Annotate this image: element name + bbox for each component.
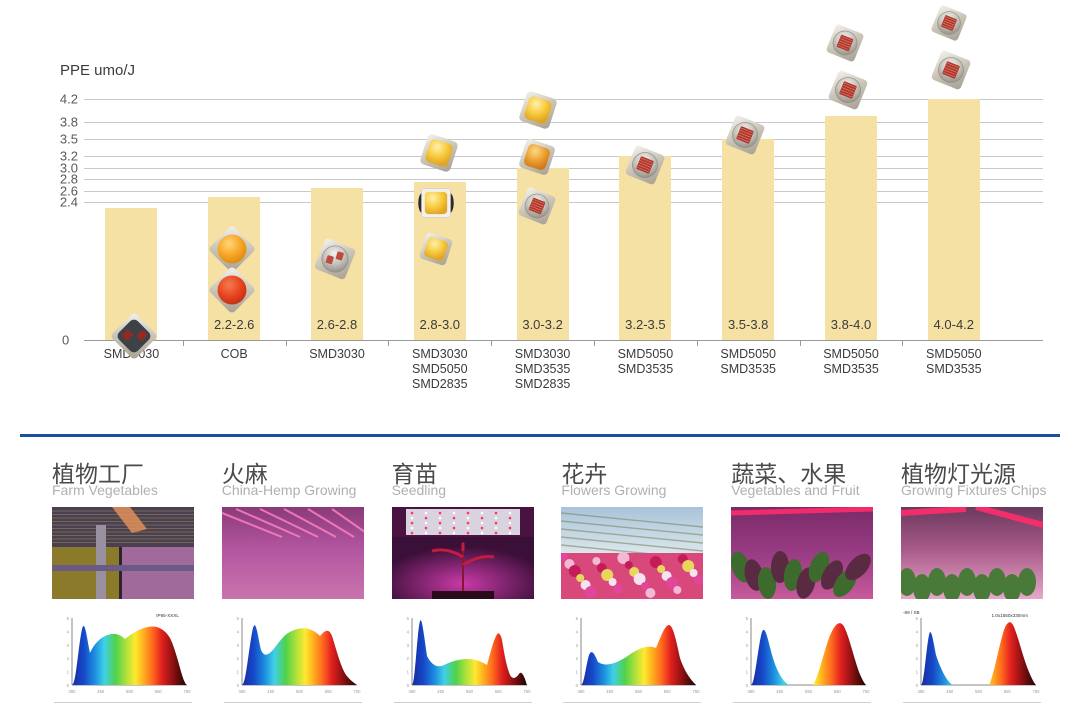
svg-text:750: 750 [523, 689, 531, 694]
svg-text:750: 750 [353, 689, 361, 694]
svg-text:380: 380 [408, 689, 416, 694]
svg-text:3: 3 [236, 643, 239, 648]
svg-text:4: 4 [916, 629, 919, 634]
svg-text:380: 380 [578, 689, 586, 694]
svg-text:3: 3 [67, 643, 70, 648]
svg-text:1: 1 [916, 670, 919, 675]
svg-text:5: 5 [406, 616, 409, 621]
svg-text:550: 550 [975, 689, 983, 694]
svg-text:450: 450 [776, 689, 784, 694]
svg-text:3: 3 [746, 643, 749, 648]
svg-text:750: 750 [863, 689, 871, 694]
svg-text:550: 550 [126, 689, 134, 694]
svg-text:2: 2 [67, 656, 70, 661]
svg-text:1: 1 [67, 670, 70, 675]
svg-text:5: 5 [236, 616, 239, 621]
svg-text:3: 3 [576, 643, 579, 648]
svg-text:1: 1 [576, 670, 579, 675]
svg-text:-89 / XB: -89 / XB [903, 610, 920, 615]
svg-text:650: 650 [494, 689, 502, 694]
svg-text:5: 5 [576, 616, 579, 621]
svg-text:450: 450 [97, 689, 105, 694]
svg-text:5: 5 [916, 616, 919, 621]
svg-text:0: 0 [67, 683, 70, 688]
svg-text:650: 650 [325, 689, 333, 694]
svg-text:4: 4 [746, 629, 749, 634]
svg-text:0: 0 [406, 683, 409, 688]
svg-text:2: 2 [236, 656, 239, 661]
svg-text:650: 650 [834, 689, 842, 694]
svg-text:380: 380 [69, 689, 77, 694]
svg-text:0: 0 [236, 683, 239, 688]
svg-text:4: 4 [406, 629, 409, 634]
svg-text:4: 4 [236, 629, 239, 634]
svg-text:550: 550 [805, 689, 813, 694]
svg-text:750: 750 [693, 689, 701, 694]
svg-text:2: 2 [576, 656, 579, 661]
svg-text:450: 450 [437, 689, 445, 694]
svg-text:650: 650 [1004, 689, 1012, 694]
svg-text:3: 3 [916, 643, 919, 648]
svg-text:650: 650 [155, 689, 163, 694]
svg-text:5: 5 [67, 616, 70, 621]
svg-text:2: 2 [406, 656, 409, 661]
svg-text:650: 650 [664, 689, 672, 694]
svg-text:750: 750 [1033, 689, 1041, 694]
svg-text:2: 2 [746, 656, 749, 661]
svg-text:380: 380 [918, 689, 926, 694]
svg-text:4: 4 [67, 629, 70, 634]
svg-text:1: 1 [746, 670, 749, 675]
svg-text:380: 380 [748, 689, 756, 694]
svg-text:1.0x1550x330mm: 1.0x1550x330mm [991, 613, 1028, 618]
svg-text:0: 0 [576, 683, 579, 688]
svg-text:450: 450 [946, 689, 954, 694]
svg-text:4: 4 [576, 629, 579, 634]
svg-text:450: 450 [267, 689, 275, 694]
svg-text:550: 550 [296, 689, 304, 694]
svg-text:1: 1 [406, 670, 409, 675]
svg-text:550: 550 [635, 689, 643, 694]
svg-text:5: 5 [746, 616, 749, 621]
svg-text:450: 450 [607, 689, 615, 694]
svg-text:1: 1 [236, 670, 239, 675]
svg-text:3: 3 [406, 643, 409, 648]
svg-text:380: 380 [238, 689, 246, 694]
svg-text:2: 2 [916, 656, 919, 661]
svg-text:0: 0 [746, 683, 749, 688]
svg-text:750: 750 [184, 689, 192, 694]
svg-text:0: 0 [916, 683, 919, 688]
svg-text:550: 550 [466, 689, 474, 694]
svg-text:IP65-XXXL: IP65-XXXL [156, 613, 179, 618]
